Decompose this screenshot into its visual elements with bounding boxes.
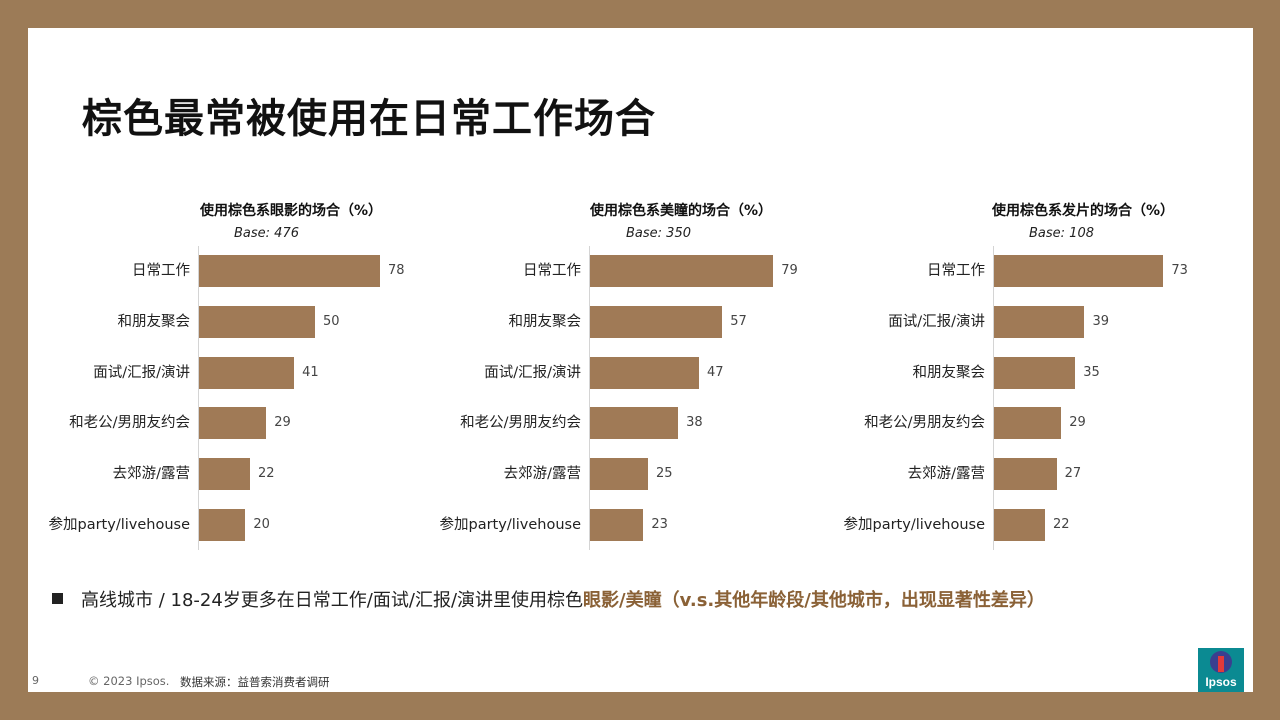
- bar: [994, 509, 1046, 541]
- bar: [590, 509, 644, 541]
- slide: 棕色最常被使用在日常工作场合 使用棕色系眼影的场合（%） Base: 476 日常工…: [28, 28, 1253, 692]
- footnote-bullet: 高线城市 / 18-24岁更多在日常工作/面试/汇报/演讲里使用棕色眼影/美瞳（…: [52, 586, 1045, 612]
- note-highlight: 眼影/美瞳（v.s.其他年龄段/其他城市，出现显著性差异）: [583, 590, 1045, 611]
- data-label: 35: [1083, 364, 1100, 380]
- data-label: 27: [1064, 466, 1082, 482]
- data-label: 50: [323, 313, 340, 329]
- data-label: 39: [1092, 313, 1110, 329]
- category-label: 面试/汇报/演讲: [93, 364, 190, 381]
- category-label: 日常工作: [132, 263, 190, 279]
- category-label: 和朋友聚会: [117, 313, 191, 330]
- bar: [994, 356, 1076, 389]
- axis-line: [198, 246, 199, 550]
- category-label: 日常工作: [927, 263, 985, 279]
- data-label: 22: [258, 466, 275, 482]
- category-label: 去郊游/露营: [907, 466, 985, 483]
- data-label: 20: [253, 517, 270, 532]
- bar: [590, 407, 679, 440]
- data-label: 47: [707, 364, 724, 380]
- bar: [590, 255, 774, 287]
- bar: [199, 509, 246, 541]
- category-label: 和朋友聚会: [912, 364, 986, 381]
- chart-base: Base: 108: [1029, 226, 1094, 241]
- logo-mark-icon: [1198, 648, 1244, 692]
- data-label: 78: [387, 263, 405, 278]
- category-label: 和老公/男朋友约会: [864, 415, 985, 432]
- data-label: 73: [1171, 263, 1188, 278]
- data-label: 25: [656, 466, 673, 482]
- data-label: 29: [274, 415, 291, 431]
- chart-title: 使用棕色系发片的场合（%）: [992, 203, 1175, 219]
- data-label: 29: [1069, 415, 1086, 431]
- data-label: 57: [730, 313, 747, 329]
- category-label: 和朋友聚会: [508, 313, 582, 330]
- category-label: 和老公/男朋友约会: [460, 415, 581, 432]
- ipsos-logo: Ipsos: [1198, 648, 1244, 692]
- category-label: 参加party/livehouse: [48, 517, 191, 533]
- bar: [994, 407, 1062, 440]
- chart-title: 使用棕色系眼影的场合（%）: [200, 203, 383, 219]
- bar: [590, 458, 648, 491]
- copyright: © 2023 Ipsos.: [88, 674, 170, 688]
- data-label: 79: [781, 263, 798, 278]
- chart-base: Base: 476: [234, 226, 299, 241]
- bar: [994, 458, 1057, 491]
- logo-text: Ipsos: [1205, 675, 1237, 689]
- data-source: 数据来源：益普索消费者调研: [180, 675, 330, 689]
- category-label: 参加party/livehouse: [843, 517, 986, 533]
- bar: [590, 305, 723, 338]
- category-label: 面试/汇报/演讲: [484, 364, 581, 381]
- category-label: 和老公/男朋友约会: [69, 415, 190, 432]
- axis-line: [589, 246, 590, 550]
- chart-title: 使用棕色系美瞳的场合（%）: [590, 203, 773, 219]
- page-number: 9: [32, 674, 39, 687]
- bar: [199, 255, 380, 287]
- bar: [199, 458, 251, 491]
- bar: [199, 356, 295, 389]
- axis-line: [993, 246, 994, 550]
- category-label: 日常工作: [523, 263, 581, 279]
- data-label: 23: [651, 517, 668, 532]
- data-label: 41: [302, 364, 319, 380]
- page-title: 棕色最常被使用在日常工作场合: [82, 96, 656, 142]
- category-label: 去郊游/露营: [503, 466, 581, 483]
- category-label: 去郊游/露营: [112, 466, 190, 483]
- square-bullet-icon: [52, 593, 63, 604]
- bar: [199, 305, 315, 338]
- bar: [199, 407, 267, 440]
- bar: [994, 255, 1164, 287]
- category-label: 面试/汇报/演讲: [888, 313, 985, 330]
- category-label: 参加party/livehouse: [439, 517, 582, 533]
- chart-base: Base: 350: [626, 226, 691, 241]
- bar: [590, 356, 700, 389]
- data-label: 38: [686, 415, 703, 431]
- data-label: 22: [1053, 517, 1070, 532]
- bar: [994, 305, 1085, 338]
- note-text: 高线城市 / 18-24岁更多在日常工作/面试/汇报/演讲里使用棕色: [81, 590, 584, 611]
